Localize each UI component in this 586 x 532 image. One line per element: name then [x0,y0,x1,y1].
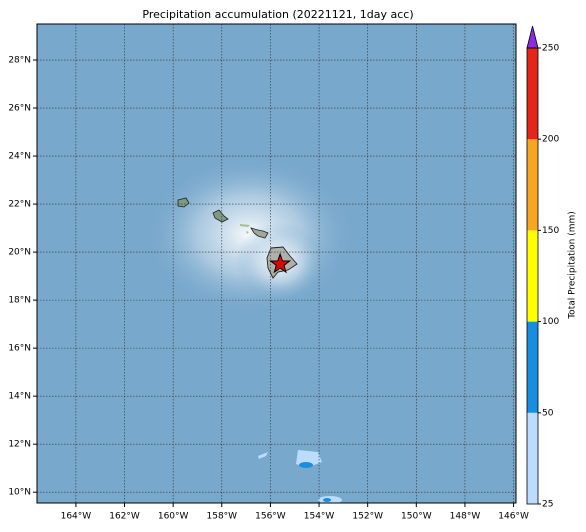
map-frame [36,23,517,504]
colorbar-segment [527,139,538,231]
x-tick-label: 150°W [401,512,432,522]
y-tick-label: 18°N [8,296,31,306]
y-tick-label: 10°N [8,488,31,498]
colorbar-frame [526,47,539,505]
y-tick-label: 28°N [8,56,31,66]
x-tick-label: 158°W [207,512,238,522]
precip-area [299,462,313,468]
y-tick-label: 24°N [8,152,31,162]
colorbar-tick-label: 200 [542,135,559,145]
island [177,197,190,208]
grid [37,24,516,503]
x-tick-label: 156°W [255,512,286,522]
colorbar-segment [527,230,538,322]
x-tick-label: 148°W [450,512,481,522]
station-marker [269,252,292,274]
map-area [37,24,516,503]
colorbar-extend [526,25,539,49]
x-tick-label: 164°W [61,512,92,522]
y-tick-label: 26°N [8,104,31,114]
colorbar-tick-label: 25 [542,500,553,510]
y-tick-label: 22°N [8,200,31,210]
x-tick-label: 160°W [158,512,189,522]
island [246,231,249,234]
x-tick-label: 154°W [304,512,335,522]
map-title: Precipitation accumulation (20221121, 1d… [142,8,413,21]
colorbar-segment [527,48,538,140]
colorbar-tick-label: 150 [542,226,559,236]
colorbar-segment [527,321,538,413]
x-tick-label: 146°W [498,512,529,522]
x-tick-label: 152°W [352,512,383,522]
island [250,227,269,239]
colorbar-tick-label: 100 [542,317,559,327]
x-tick-label: 162°W [109,512,140,522]
colorbar-label: Total Precipitation (mm) [568,211,578,320]
colorbar-tick-label: 250 [542,44,559,54]
y-tick-label: 16°N [8,344,31,354]
y-tick-label: 12°N [8,440,31,450]
colorbar-tick-label: 50 [542,408,554,418]
island [240,224,250,227]
colorbar-segment [527,412,538,504]
y-tick-label: 20°N [8,248,31,258]
precip-area [323,498,331,502]
precip-area [258,452,268,459]
y-tick-label: 14°N [8,392,31,402]
island [212,209,229,223]
